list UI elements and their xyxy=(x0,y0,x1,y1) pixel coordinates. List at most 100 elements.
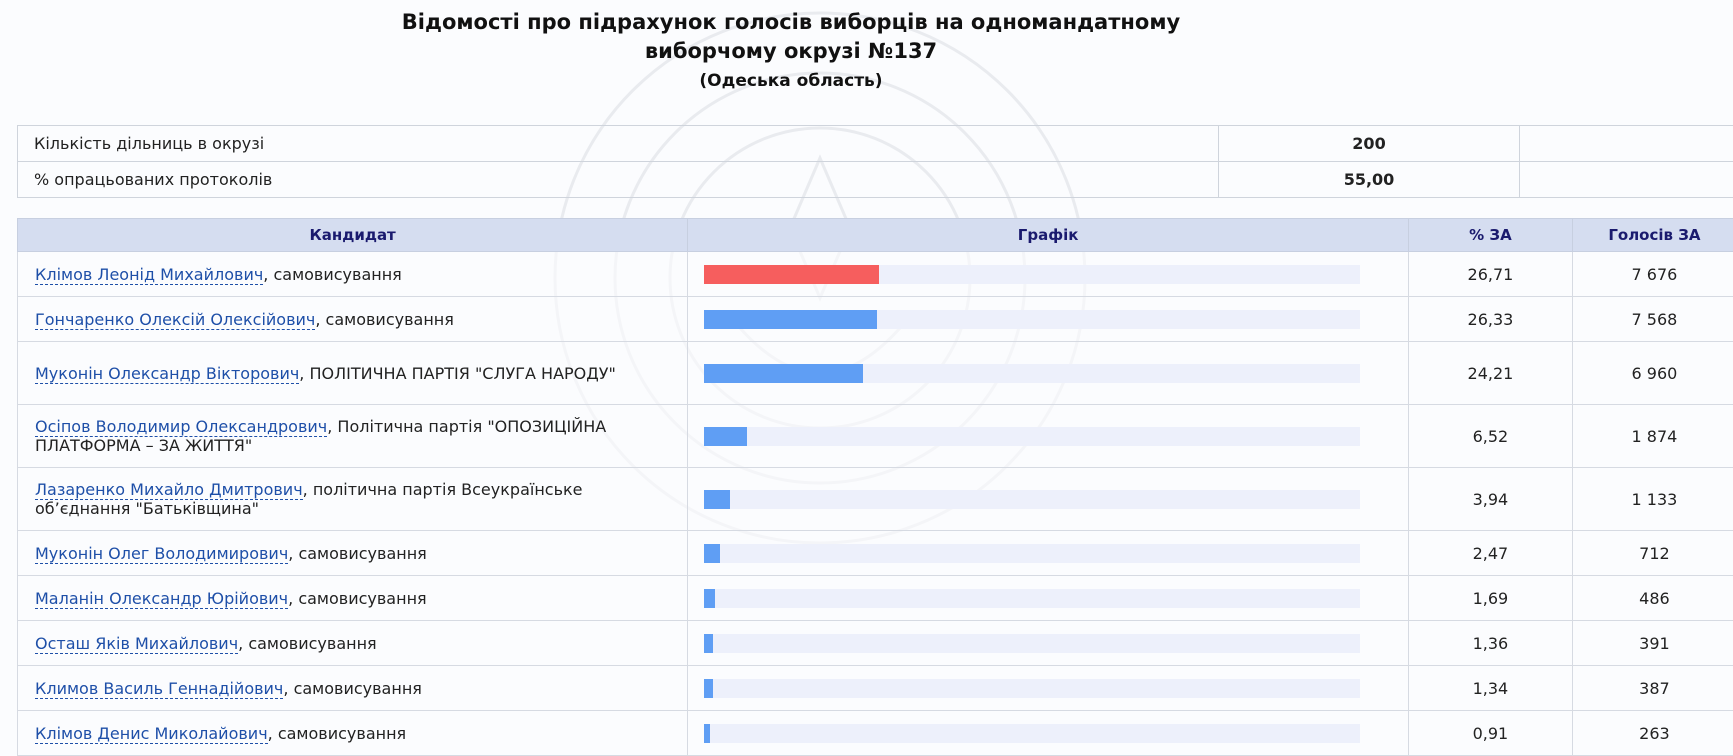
graph-cell xyxy=(688,468,1409,531)
bar-track xyxy=(704,724,1360,743)
candidate-cell: Гончаренко Олексій Олексійович, самовису… xyxy=(18,297,688,342)
vote-bar xyxy=(704,490,730,509)
table-row: Лазаренко Михайло Дмитрович, політична п… xyxy=(18,468,1733,531)
summary-label: % опрацьованих протоколів xyxy=(18,162,1219,198)
candidate-link[interactable]: Муконін Олександр Вікторович xyxy=(35,364,299,384)
page-title: Відомості про підрахунок голосів виборці… xyxy=(0,8,1582,66)
votes-cell: 387 xyxy=(1572,666,1733,711)
results-table: Кандидат Графік % ЗА Голосів ЗА Клімов Л… xyxy=(17,218,1733,756)
vote-bar xyxy=(704,679,713,698)
graph-cell xyxy=(688,252,1409,297)
candidate-cell: Клімов Денис Миколайович, самовисування xyxy=(18,711,688,756)
candidate-party: , ПОЛІТИЧНА ПАРТІЯ "СЛУГА НАРОДУ" xyxy=(299,364,616,383)
header-graph: Графік xyxy=(688,219,1409,252)
candidate-link[interactable]: Клімов Денис Миколайович xyxy=(35,724,268,744)
percent-cell: 6,52 xyxy=(1409,405,1573,468)
graph-cell xyxy=(688,531,1409,576)
votes-cell: 712 xyxy=(1572,531,1733,576)
vote-bar xyxy=(704,544,720,563)
bar-track xyxy=(704,589,1360,608)
votes-cell: 263 xyxy=(1572,711,1733,756)
summary-row: Кількість дільниць в окрузі 200 xyxy=(18,126,1733,162)
percent-cell: 1,69 xyxy=(1409,576,1573,621)
header-percent[interactable]: % ЗА xyxy=(1409,219,1573,252)
bar-track xyxy=(704,490,1360,509)
votes-cell: 6 960 xyxy=(1572,342,1733,405)
region-subtitle: (Одеська область) xyxy=(0,70,1582,92)
vote-bar xyxy=(704,265,879,284)
votes-cell: 486 xyxy=(1572,576,1733,621)
bar-track xyxy=(704,427,1360,446)
candidate-cell: Климов Василь Геннадійович, самовисуванн… xyxy=(18,666,688,711)
candidate-party: , самовисування xyxy=(263,265,402,284)
graph-cell xyxy=(688,621,1409,666)
table-row: Гончаренко Олексій Олексійович, самовису… xyxy=(18,297,1733,342)
candidate-cell: Клімов Леонід Михайлович, самовисування xyxy=(18,252,688,297)
vote-bar xyxy=(704,427,747,446)
votes-cell: 7 676 xyxy=(1572,252,1733,297)
graph-cell xyxy=(688,576,1409,621)
candidate-cell: Лазаренко Михайло Дмитрович, політична п… xyxy=(18,468,688,531)
bar-track xyxy=(704,679,1360,698)
votes-cell: 1 133 xyxy=(1572,468,1733,531)
candidate-link[interactable]: Клімов Леонід Михайлович xyxy=(35,265,263,285)
percent-cell: 1,36 xyxy=(1409,621,1573,666)
table-row: Осіпов Володимир Олександрович, Політичн… xyxy=(18,405,1733,468)
graph-cell xyxy=(688,666,1409,711)
summary-value: 200 xyxy=(1219,126,1520,162)
table-row: Климов Василь Геннадійович, самовисуванн… xyxy=(18,666,1733,711)
summary-label: Кількість дільниць в окрузі xyxy=(18,126,1219,162)
candidate-cell: Муконін Олександр Вікторович, ПОЛІТИЧНА … xyxy=(18,342,688,405)
vote-bar xyxy=(704,589,715,608)
graph-cell xyxy=(688,711,1409,756)
table-row: Клімов Леонід Михайлович, самовисування 2… xyxy=(18,252,1733,297)
bar-track xyxy=(704,634,1360,653)
summary-table: Кількість дільниць в окрузі 200 % опраць… xyxy=(17,125,1733,198)
vote-bar xyxy=(704,310,877,329)
candidate-link[interactable]: Осташ Яків Михайлович xyxy=(35,634,238,654)
candidate-cell: Маланін Олександр Юрійович, самовисуванн… xyxy=(18,576,688,621)
vote-bar xyxy=(704,364,863,383)
candidate-party: , самовисування xyxy=(315,310,454,329)
candidate-link[interactable]: Муконін Олег Володимирович xyxy=(35,544,288,564)
candidate-link[interactable]: Климов Василь Геннадійович xyxy=(35,679,283,699)
graph-cell xyxy=(688,342,1409,405)
header-votes[interactable]: Голосів ЗА xyxy=(1572,219,1733,252)
percent-cell: 2,47 xyxy=(1409,531,1573,576)
candidate-link[interactable]: Осіпов Володимир Олександрович xyxy=(35,417,327,437)
summary-row: % опрацьованих протоколів 55,00 xyxy=(18,162,1733,198)
bar-track xyxy=(704,364,1360,383)
candidate-party: , самовисування xyxy=(283,679,422,698)
percent-cell: 0,91 xyxy=(1409,711,1573,756)
bar-track xyxy=(704,544,1360,563)
table-row: Муконін Олег Володимирович, самовисуванн… xyxy=(18,531,1733,576)
percent-cell: 26,33 xyxy=(1409,297,1573,342)
votes-cell: 391 xyxy=(1572,621,1733,666)
header-candidate[interactable]: Кандидат xyxy=(18,219,688,252)
table-row: Осташ Яків Михайлович, самовисування 1,36… xyxy=(18,621,1733,666)
vote-bar xyxy=(704,634,713,653)
summary-spacer xyxy=(1520,126,1733,162)
candidate-cell: Осташ Яків Михайлович, самовисування xyxy=(18,621,688,666)
candidate-link[interactable]: Гончаренко Олексій Олексійович xyxy=(35,310,315,330)
percent-cell: 26,71 xyxy=(1409,252,1573,297)
results-header-row: Кандидат Графік % ЗА Голосів ЗА xyxy=(18,219,1733,252)
bar-track xyxy=(704,265,1360,284)
candidate-cell: Осіпов Володимир Олександрович, Політичн… xyxy=(18,405,688,468)
bar-track xyxy=(704,310,1360,329)
candidate-party: , самовисування xyxy=(238,634,377,653)
graph-cell xyxy=(688,405,1409,468)
votes-cell: 1 874 xyxy=(1572,405,1733,468)
summary-spacer xyxy=(1520,162,1733,198)
percent-cell: 3,94 xyxy=(1409,468,1573,531)
candidate-cell: Муконін Олег Володимирович, самовисуванн… xyxy=(18,531,688,576)
candidate-link[interactable]: Маланін Олександр Юрійович xyxy=(35,589,288,609)
summary-value: 55,00 xyxy=(1219,162,1520,198)
votes-cell: 7 568 xyxy=(1572,297,1733,342)
percent-cell: 24,21 xyxy=(1409,342,1573,405)
table-row: Маланін Олександр Юрійович, самовисуванн… xyxy=(18,576,1733,621)
percent-cell: 1,34 xyxy=(1409,666,1573,711)
candidate-link[interactable]: Лазаренко Михайло Дмитрович xyxy=(35,480,303,500)
graph-cell xyxy=(688,297,1409,342)
candidate-party: , самовисування xyxy=(288,589,427,608)
